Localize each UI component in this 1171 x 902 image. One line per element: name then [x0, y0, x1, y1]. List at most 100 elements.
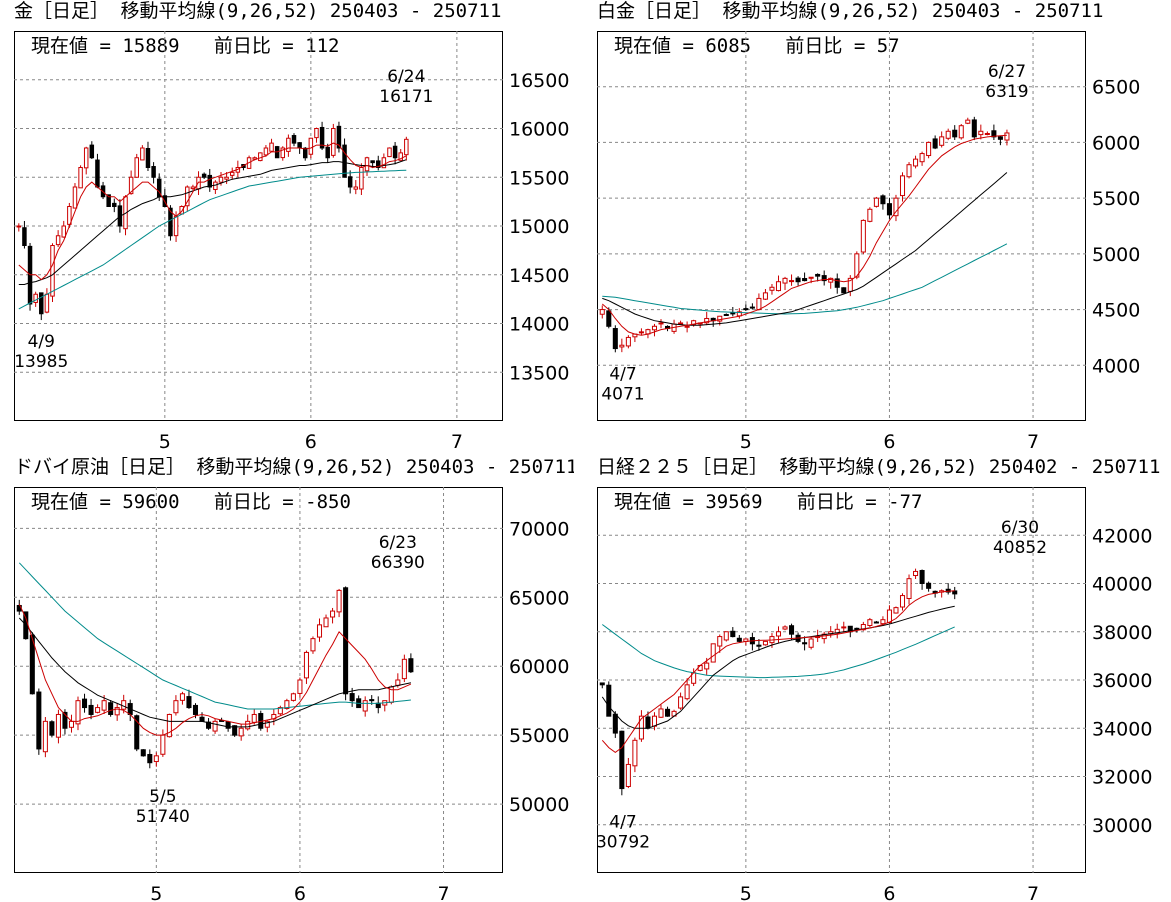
candle-up: [684, 684, 690, 700]
candle-down: [36, 691, 42, 750]
candle-down: [342, 144, 347, 178]
high-value-label: 16171: [379, 87, 433, 107]
candle-up: [284, 700, 290, 710]
candle-down: [730, 312, 736, 315]
candle-up: [638, 715, 644, 740]
candle-up: [72, 186, 78, 209]
candle-up: [224, 176, 229, 180]
candle-up: [926, 141, 932, 157]
candle-up: [331, 128, 336, 156]
candle-up: [651, 325, 658, 331]
candle-up: [134, 157, 139, 178]
candle-down: [134, 715, 140, 750]
y-tick-label: 50000: [509, 794, 569, 816]
candle-up: [258, 152, 263, 162]
chart-title: 白金［日足］ 移動平均線(9,26,52) 250403 - 250711: [597, 0, 1104, 22]
candle-up: [290, 693, 296, 701]
candle-up: [50, 245, 55, 297]
candle-down: [22, 227, 27, 246]
candle-up: [899, 595, 906, 608]
candle-down: [369, 699, 375, 702]
candle-up: [381, 157, 387, 169]
candle-down: [201, 173, 207, 178]
candle-up: [678, 322, 684, 325]
candle-up: [314, 128, 319, 139]
candle-down: [952, 590, 958, 595]
candle-up: [658, 708, 664, 718]
candle-up: [42, 720, 48, 753]
candle-down: [991, 130, 997, 138]
candle-up: [808, 276, 814, 279]
candle-up: [160, 734, 166, 755]
y-tick-label: 70000: [509, 518, 569, 540]
candle-up: [782, 277, 788, 284]
candle-up: [153, 755, 159, 763]
candle-up: [756, 297, 762, 310]
ma26-line: [601, 605, 955, 729]
candle-up: [599, 309, 605, 315]
x-tick-label: 6: [305, 431, 317, 453]
candle-up: [359, 167, 364, 190]
candle-down: [225, 721, 231, 729]
candle-down: [926, 582, 932, 589]
candle-down: [802, 278, 808, 282]
candle-up: [336, 589, 342, 613]
candle-up: [762, 292, 768, 300]
x-tick-label: 5: [150, 883, 162, 902]
candle-down: [408, 658, 414, 673]
candle-up: [323, 617, 329, 628]
candle-up: [717, 636, 723, 647]
y-tick-label: 4500: [1092, 300, 1140, 322]
current-value: 現在値 = 6085: [614, 35, 752, 57]
candle-down: [206, 721, 212, 729]
plot-frame: 現在値 = 6085 前日比 = 57: [597, 31, 1086, 421]
candle-down: [952, 129, 958, 138]
candle-down: [147, 753, 153, 764]
candle-up: [893, 197, 899, 217]
candle-up: [114, 707, 120, 716]
price-info: 現在値 = 6085 前日比 = 57: [614, 35, 900, 57]
candle-up: [95, 707, 101, 713]
chart-title: 金［日足］ 移動平均線(9,26,52) 250403 - 250711: [14, 0, 502, 22]
candle-up: [893, 607, 899, 614]
candle-down: [145, 148, 151, 169]
candle-down: [168, 207, 173, 237]
candle-up: [330, 610, 336, 618]
candle-up: [632, 739, 638, 767]
y-tick-label: 5000: [1092, 244, 1140, 266]
candle-down: [108, 702, 114, 715]
candle-up: [808, 638, 814, 648]
y-tick-label: 15500: [509, 167, 569, 189]
candle-down: [645, 716, 651, 729]
candle-up: [303, 651, 309, 679]
x-tick-label: 6: [883, 431, 895, 453]
candle-up: [789, 280, 795, 283]
candle-down: [834, 278, 840, 288]
plot-frame: 現在値 = 59600 前日比 = -850: [14, 487, 503, 873]
candle-down: [140, 749, 146, 757]
candle-up: [166, 713, 172, 738]
y-tick-label: 6000: [1092, 132, 1140, 154]
candle-up: [310, 638, 316, 652]
x-tick-label: 5: [740, 883, 752, 902]
candle-down: [62, 711, 68, 729]
ma26-line: [602, 172, 1008, 326]
y-tick-label: 16500: [509, 70, 569, 92]
y-tick-label: 5500: [1092, 188, 1140, 210]
ma52-line: [602, 243, 1008, 315]
current-value: 現在値 = 39569: [614, 491, 763, 513]
low-value-label: 13985: [14, 352, 68, 372]
candle-up: [906, 578, 912, 599]
candle-up: [965, 119, 971, 124]
candle-up: [263, 147, 269, 156]
plot-frame: 現在値 = 39569 前日比 = -77: [597, 487, 1086, 873]
candle-up: [297, 679, 303, 694]
y-tick-label: 15000: [509, 216, 569, 238]
candle-up: [775, 631, 782, 637]
candle-down: [971, 119, 977, 138]
candle-down: [821, 275, 827, 282]
ma52-line: [18, 562, 411, 710]
candle-up: [83, 147, 89, 169]
y-tick-label: 34000: [1092, 718, 1152, 740]
